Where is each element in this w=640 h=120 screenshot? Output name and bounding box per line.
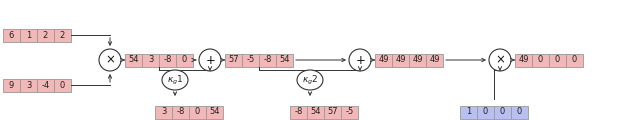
FancyBboxPatch shape [392, 54, 409, 66]
Text: 3: 3 [148, 55, 153, 65]
Ellipse shape [297, 70, 323, 90]
Text: 0: 0 [195, 108, 200, 117]
Text: 1: 1 [466, 108, 471, 117]
Text: 0: 0 [572, 55, 577, 65]
Text: $+$: $+$ [355, 54, 365, 66]
FancyBboxPatch shape [20, 29, 37, 42]
FancyBboxPatch shape [242, 54, 259, 66]
FancyBboxPatch shape [159, 54, 176, 66]
FancyBboxPatch shape [290, 105, 307, 119]
Text: $\kappa_{g}1$: $\kappa_{g}1$ [167, 73, 183, 87]
FancyBboxPatch shape [125, 54, 142, 66]
Text: -5: -5 [246, 55, 255, 65]
Text: 57: 57 [327, 108, 338, 117]
Text: 57: 57 [228, 55, 239, 65]
FancyBboxPatch shape [409, 54, 426, 66]
Text: 49: 49 [378, 55, 388, 65]
FancyBboxPatch shape [324, 105, 341, 119]
Text: 0: 0 [500, 108, 505, 117]
FancyBboxPatch shape [37, 78, 54, 91]
FancyBboxPatch shape [206, 105, 223, 119]
FancyBboxPatch shape [155, 105, 172, 119]
FancyBboxPatch shape [54, 29, 71, 42]
FancyBboxPatch shape [3, 78, 20, 91]
Text: 3: 3 [161, 108, 166, 117]
FancyBboxPatch shape [259, 54, 276, 66]
FancyBboxPatch shape [549, 54, 566, 66]
FancyBboxPatch shape [3, 29, 20, 42]
Text: 49: 49 [396, 55, 406, 65]
Text: 2: 2 [60, 30, 65, 39]
FancyBboxPatch shape [176, 54, 193, 66]
Text: $\times$: $\times$ [105, 54, 115, 66]
Ellipse shape [199, 49, 221, 71]
Text: 49: 49 [429, 55, 440, 65]
Text: -8: -8 [294, 108, 303, 117]
Text: 0: 0 [538, 55, 543, 65]
FancyBboxPatch shape [477, 105, 494, 119]
Text: 54: 54 [279, 55, 290, 65]
FancyBboxPatch shape [54, 78, 71, 91]
Text: 1: 1 [26, 30, 31, 39]
Text: 54: 54 [310, 108, 321, 117]
Ellipse shape [99, 49, 121, 71]
Ellipse shape [489, 49, 511, 71]
FancyBboxPatch shape [426, 54, 443, 66]
Text: -5: -5 [346, 108, 354, 117]
FancyBboxPatch shape [307, 105, 324, 119]
Text: -4: -4 [42, 81, 50, 90]
FancyBboxPatch shape [341, 105, 358, 119]
Text: -8: -8 [263, 55, 272, 65]
Text: 6: 6 [9, 30, 14, 39]
FancyBboxPatch shape [375, 54, 392, 66]
FancyBboxPatch shape [225, 54, 242, 66]
Text: $\kappa_{g}2$: $\kappa_{g}2$ [302, 73, 318, 87]
FancyBboxPatch shape [276, 54, 293, 66]
Text: 3: 3 [26, 81, 31, 90]
Text: $\times$: $\times$ [495, 54, 505, 66]
FancyBboxPatch shape [20, 78, 37, 91]
Text: 0: 0 [483, 108, 488, 117]
Text: 0: 0 [182, 55, 187, 65]
FancyBboxPatch shape [494, 105, 511, 119]
Text: -8: -8 [163, 55, 172, 65]
Text: 54: 54 [209, 108, 220, 117]
Text: $+$: $+$ [205, 54, 215, 66]
FancyBboxPatch shape [189, 105, 206, 119]
Ellipse shape [162, 70, 188, 90]
Text: 0: 0 [555, 55, 560, 65]
Text: 0: 0 [517, 108, 522, 117]
FancyBboxPatch shape [37, 29, 54, 42]
Text: -8: -8 [176, 108, 185, 117]
Text: 0: 0 [60, 81, 65, 90]
Ellipse shape [349, 49, 371, 71]
Text: 49: 49 [518, 55, 529, 65]
FancyBboxPatch shape [142, 54, 159, 66]
FancyBboxPatch shape [515, 54, 532, 66]
FancyBboxPatch shape [566, 54, 583, 66]
Text: 49: 49 [412, 55, 423, 65]
FancyBboxPatch shape [172, 105, 189, 119]
FancyBboxPatch shape [532, 54, 549, 66]
Text: 9: 9 [9, 81, 14, 90]
FancyBboxPatch shape [460, 105, 477, 119]
FancyBboxPatch shape [511, 105, 528, 119]
Text: 54: 54 [128, 55, 139, 65]
Text: 2: 2 [43, 30, 48, 39]
